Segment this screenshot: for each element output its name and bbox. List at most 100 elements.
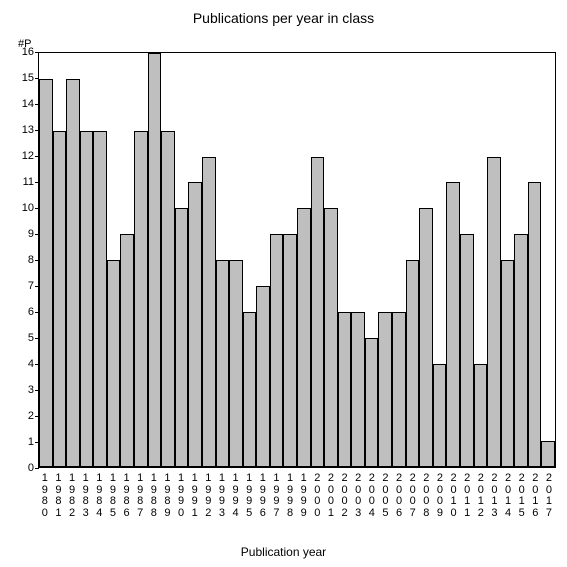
x-tick-label: 1987	[133, 470, 147, 530]
x-tick-label: 1999	[297, 470, 311, 530]
x-tick-label: 1989	[161, 470, 175, 530]
y-tick-label: 11	[23, 176, 34, 188]
bar	[148, 53, 162, 467]
x-tick-label: 2003	[351, 470, 365, 530]
x-tick-label: 2011	[460, 470, 474, 530]
x-tick-label: 2015	[515, 470, 529, 530]
y-tick-label: 4	[28, 358, 34, 370]
y-tick-label: 1	[28, 436, 34, 448]
x-tick-label: 2008	[420, 470, 434, 530]
bar	[392, 312, 406, 467]
bar	[311, 157, 325, 468]
x-tick-label: 1997	[270, 470, 284, 530]
bar	[202, 157, 216, 468]
x-tick-label: 1982	[65, 470, 79, 530]
x-tick-label: 1983	[79, 470, 93, 530]
bar	[53, 131, 67, 467]
x-axis-ticks: 1980198119821983198419851986198719881989…	[38, 470, 556, 530]
bar	[161, 131, 175, 467]
x-tick-label: 2012	[474, 470, 488, 530]
y-tick-label: 3	[28, 384, 34, 396]
bar	[243, 312, 257, 467]
x-tick-label: 2013	[488, 470, 502, 530]
bar	[419, 208, 433, 467]
x-tick-label: 1993	[215, 470, 229, 530]
x-tick-label: 1998	[283, 470, 297, 530]
bar	[229, 260, 243, 467]
x-tick-label: 2004	[365, 470, 379, 530]
y-tick-label: 0	[28, 462, 34, 474]
bar	[134, 131, 148, 467]
x-tick-label: 1995	[242, 470, 256, 530]
x-tick-label: 1984	[93, 470, 107, 530]
bar	[338, 312, 352, 467]
y-tick-label: 7	[28, 280, 34, 292]
bar	[446, 182, 460, 467]
chart-title: Publications per year in class	[0, 10, 567, 26]
bar	[501, 260, 515, 467]
bar	[256, 286, 270, 467]
y-tick-label: 8	[28, 254, 34, 266]
y-tick-label: 6	[28, 306, 34, 318]
bar	[474, 364, 488, 468]
x-tick-label: 2009	[433, 470, 447, 530]
bar	[528, 182, 542, 467]
bar	[487, 157, 501, 468]
bar	[216, 260, 230, 467]
x-tick-label: 1996	[256, 470, 270, 530]
bar	[283, 234, 297, 467]
y-tick-label: 2	[28, 410, 34, 422]
bar	[460, 234, 474, 467]
x-tick-label: 2006	[392, 470, 406, 530]
bar	[406, 260, 420, 467]
x-tick-label: 1991	[188, 470, 202, 530]
bar	[541, 441, 555, 467]
bar	[107, 260, 121, 467]
bar	[39, 79, 53, 467]
y-tick-label: 14	[22, 98, 34, 110]
bar	[351, 312, 365, 467]
x-tick-label: 2014	[501, 470, 515, 530]
x-tick-label: 2005	[379, 470, 393, 530]
y-axis-ticks: 012345678910111213141516	[0, 52, 38, 468]
x-tick-label: 1988	[147, 470, 161, 530]
x-tick-label: 1990	[174, 470, 188, 530]
x-tick-label: 2002	[338, 470, 352, 530]
bar	[270, 234, 284, 467]
x-tick-label: 1994	[229, 470, 243, 530]
bar	[93, 131, 107, 467]
x-tick-label: 2010	[447, 470, 461, 530]
bar	[297, 208, 311, 467]
x-axis-label: Publication year	[0, 545, 567, 559]
x-tick-label: 2016	[529, 470, 543, 530]
bar	[188, 182, 202, 467]
y-tick-label: 16	[22, 46, 34, 58]
x-tick-label: 1986	[120, 470, 134, 530]
x-tick-label: 2000	[311, 470, 325, 530]
y-tick-label: 15	[22, 72, 34, 84]
y-tick-label: 12	[22, 150, 34, 162]
bar	[514, 234, 528, 467]
x-tick-label: 2007	[406, 470, 420, 530]
y-tick-label: 10	[22, 202, 34, 214]
x-tick-label: 1992	[202, 470, 216, 530]
bar	[66, 79, 80, 467]
y-tick-label: 13	[22, 124, 34, 136]
plot-area	[38, 52, 556, 468]
x-tick-label: 2017	[542, 470, 556, 530]
bars-wrapper	[39, 53, 555, 467]
x-tick-label: 1985	[106, 470, 120, 530]
x-tick-label: 1980	[38, 470, 52, 530]
bar	[378, 312, 392, 467]
bar	[433, 364, 447, 468]
bar	[120, 234, 134, 467]
y-tick-mark	[35, 468, 39, 469]
bar	[324, 208, 338, 467]
bar	[365, 338, 379, 467]
chart-container: Publications per year in class #P 012345…	[0, 0, 567, 567]
x-tick-label: 2001	[324, 470, 338, 530]
bar	[80, 131, 94, 467]
bar	[175, 208, 189, 467]
y-tick-label: 5	[28, 332, 34, 344]
x-tick-label: 1981	[52, 470, 66, 530]
